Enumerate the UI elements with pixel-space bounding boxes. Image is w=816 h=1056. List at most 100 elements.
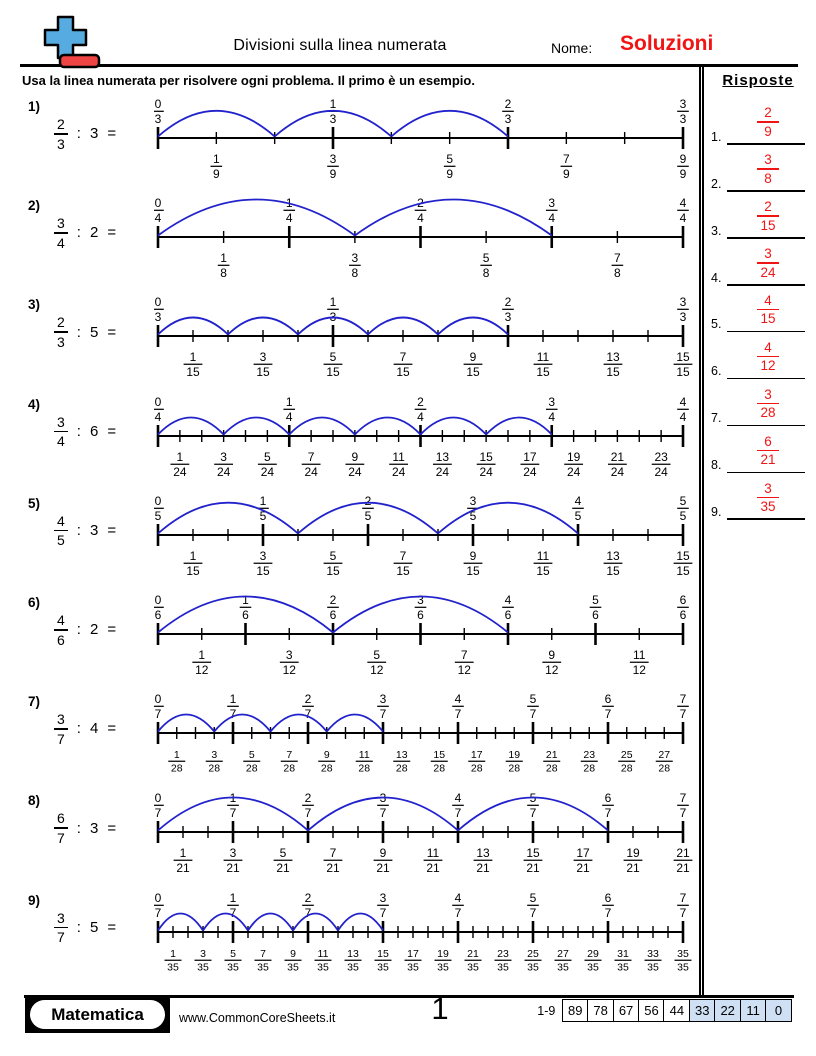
svg-text:9: 9 (680, 152, 687, 166)
problem-7: 7) 3 7:4 = 0 7 1 7 2 7 3 7 4 7 5 7 6 7 7 7 1 28 3 28 5 28 7 28 9 28 11… (20, 689, 696, 788)
svg-text:7: 7 (260, 948, 266, 960)
svg-text:3: 3 (352, 251, 359, 265)
svg-text:28: 28 (283, 763, 295, 775)
fraction-numerator: 3 (57, 413, 65, 430)
svg-text:7: 7 (605, 707, 612, 721)
hop-arc (157, 109, 276, 138)
fraction-denominator: 9 (764, 123, 772, 139)
svg-text:6: 6 (592, 608, 599, 622)
svg-text:5: 5 (365, 509, 372, 523)
svg-text:35: 35 (527, 961, 539, 973)
svg-text:11: 11 (318, 948, 329, 960)
answer-index: 2. (711, 176, 722, 191)
fraction-bar (54, 331, 68, 333)
fraction-numerator: 4 (764, 339, 772, 355)
svg-text:28: 28 (658, 763, 670, 775)
svg-text:28: 28 (471, 763, 483, 775)
svg-text:3: 3 (330, 152, 337, 166)
fraction-bar (54, 232, 68, 234)
problem-8: 8) 6 7:3 = 0 7 1 7 2 7 3 7 4 7 5 7 6 7 7 7 1 21 3 21 5 21 7 21 9 21 11… (20, 788, 696, 887)
svg-text:15: 15 (676, 549, 690, 563)
answer-blank-line (727, 518, 805, 521)
svg-text:6: 6 (242, 608, 249, 622)
fraction-denominator: 6 (57, 631, 65, 648)
equals-sign: = (107, 125, 117, 143)
hop-arc (437, 316, 509, 336)
svg-text:15: 15 (676, 350, 690, 364)
svg-text:19: 19 (626, 846, 640, 860)
number-line: 0717273747576777128328528728928112813281… (154, 692, 689, 775)
svg-text:15: 15 (606, 564, 620, 578)
svg-text:7: 7 (230, 806, 237, 820)
divisor-value: 3 (89, 522, 99, 540)
division-operator: : (76, 323, 81, 341)
svg-text:24: 24 (217, 465, 231, 479)
svg-text:9: 9 (330, 167, 337, 181)
answer-row-4: 4. 3 24 (704, 243, 812, 290)
svg-text:24: 24 (392, 465, 406, 479)
equals-sign: = (107, 918, 117, 936)
svg-text:3: 3 (200, 948, 206, 960)
answer-fraction: 4 12 (732, 340, 804, 376)
problem-2: 2) 3 4:2 = 0 4 1 4 2 4 3 4 4 4 1 8 3 8 5 8 7 8 (20, 193, 696, 292)
svg-text:7: 7 (455, 906, 462, 920)
answer-index: 3. (711, 223, 722, 238)
svg-text:5: 5 (680, 509, 687, 523)
fraction-numerator: 2 (57, 314, 65, 331)
answer-row-6: 6. 4 12 (704, 336, 812, 383)
svg-text:5: 5 (155, 509, 162, 523)
answer-row-5: 5. 4 15 (704, 290, 812, 337)
svg-text:21: 21 (476, 861, 490, 875)
fraction-bar (54, 430, 68, 433)
svg-text:1: 1 (330, 97, 337, 111)
svg-text:21: 21 (546, 749, 558, 761)
answer-blank-line (727, 190, 805, 192)
fraction-bar (757, 355, 779, 358)
svg-text:1: 1 (180, 846, 187, 860)
svg-text:3: 3 (230, 846, 237, 860)
svg-text:28: 28 (358, 763, 370, 775)
svg-text:21: 21 (611, 450, 625, 464)
fraction-bar (757, 402, 779, 405)
svg-text:24: 24 (261, 465, 275, 479)
svg-text:15: 15 (536, 365, 550, 379)
equals-sign: = (107, 422, 117, 440)
footer-divider (24, 995, 794, 998)
problem-3: 3) 2 3:5 = 0 3 1 3 2 3 3 3 1 15 3 15 5 15 7 15 9 15 11 15 13 15 15… (20, 292, 696, 391)
hop-arc (337, 912, 384, 931)
svg-text:24: 24 (654, 465, 668, 479)
svg-text:35: 35 (647, 961, 659, 973)
svg-text:4: 4 (455, 891, 462, 905)
score-table: 1-9 89 78 67 56 44 33 22 11 0 (537, 999, 792, 1022)
hop-arc (157, 595, 334, 634)
score-cell: 56 (637, 999, 665, 1022)
fraction-bar (54, 628, 68, 631)
svg-text:3: 3 (155, 112, 162, 126)
division-operator: : (76, 819, 81, 837)
svg-text:8: 8 (483, 266, 490, 280)
svg-text:0: 0 (155, 692, 162, 706)
svg-text:21: 21 (276, 861, 290, 875)
fraction: 2 15 (757, 199, 779, 233)
svg-text:5: 5 (530, 692, 537, 706)
hop-arc (354, 416, 422, 435)
problem-number: 2) (28, 198, 41, 214)
svg-text:7: 7 (530, 906, 537, 920)
svg-text:28: 28 (208, 763, 220, 775)
problem-number: 3) (28, 297, 41, 313)
svg-text:7: 7 (305, 707, 312, 721)
answer-row-8: 8. 6 21 (704, 430, 812, 477)
svg-text:0: 0 (155, 395, 162, 409)
fraction-numerator: 6 (764, 433, 772, 449)
svg-text:25: 25 (527, 948, 539, 960)
svg-text:12: 12 (545, 663, 559, 677)
hop-arc (227, 316, 299, 336)
svg-text:13: 13 (347, 948, 359, 960)
svg-text:4: 4 (417, 211, 424, 225)
svg-text:7: 7 (155, 806, 162, 820)
svg-text:12: 12 (370, 663, 384, 677)
svg-text:4: 4 (680, 196, 687, 210)
